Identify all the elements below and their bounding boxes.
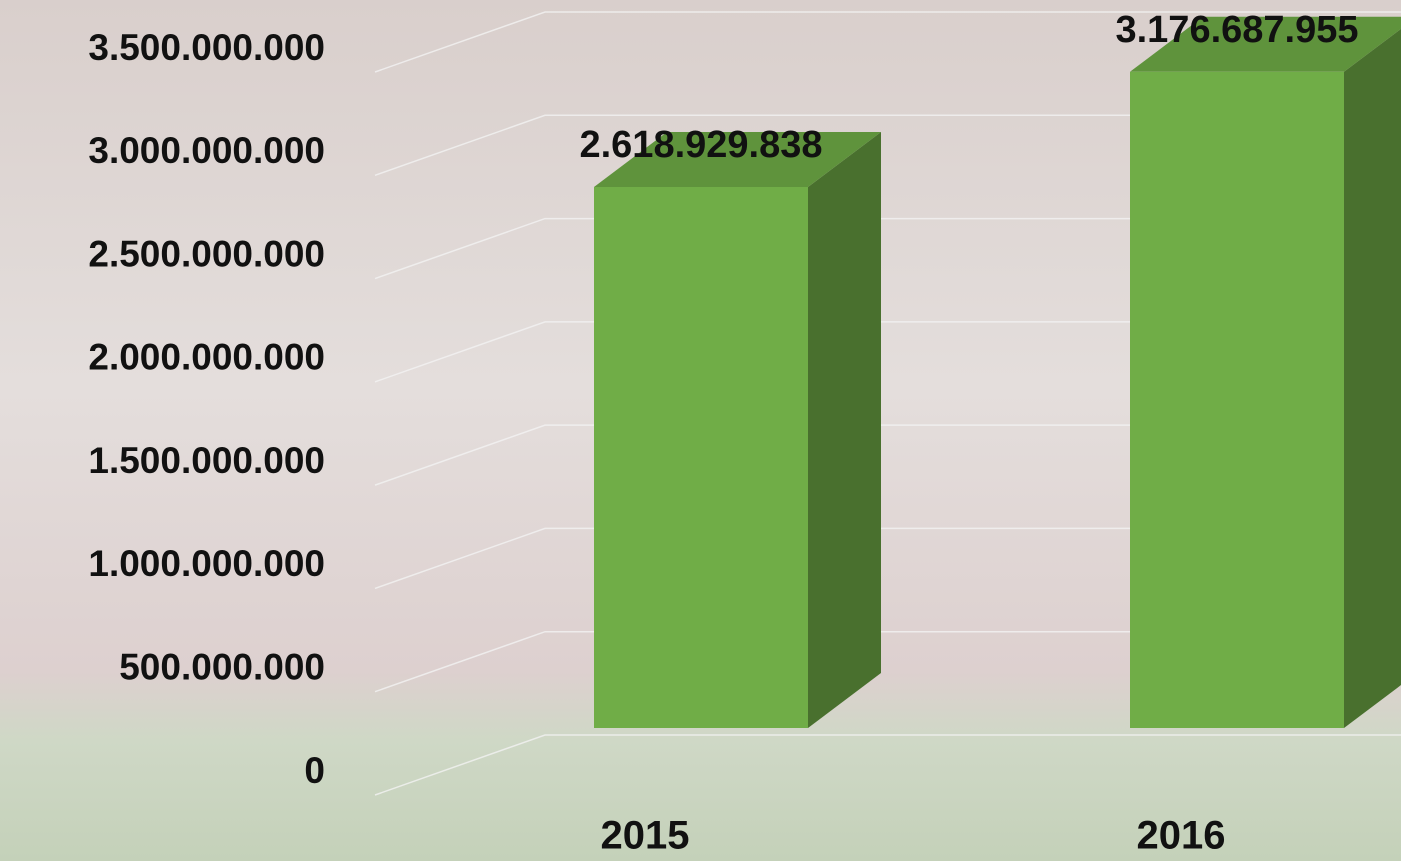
bar: [594, 187, 808, 729]
value-label: 2.618.929.838: [579, 124, 822, 166]
grid-line: [374, 114, 1401, 176]
y-tick-label: 2.500.000.000: [88, 233, 325, 274]
grid-line: [374, 217, 1401, 280]
y-tick-label: 1.000.000.000: [88, 543, 325, 584]
grid-line: [374, 321, 1401, 383]
grid-line: [374, 734, 1401, 796]
x-tick-label: 2016: [1137, 814, 1226, 858]
y-tick-label: 2.000.000.000: [88, 337, 325, 378]
y-tick-label: 3.500.000.000: [88, 27, 325, 68]
value-label: 3.176.687.955: [1115, 9, 1358, 51]
bar: [1130, 71, 1344, 728]
bar-top: [594, 132, 881, 188]
grid-line: [374, 11, 1401, 73]
y-tick-label: 3.000.000.000: [88, 130, 325, 171]
grid-line: [374, 424, 1401, 486]
bar-side: [808, 132, 881, 729]
y-tick-label: 1.500.000.000: [88, 440, 325, 481]
y-tick-label: 500.000.000: [119, 646, 325, 687]
bar-top: [1130, 16, 1401, 72]
bar-side: [1344, 28, 1401, 728]
x-tick-label: 2015: [601, 814, 690, 858]
y-tick-label: 0: [304, 750, 325, 791]
grid-line: [374, 527, 1401, 590]
grid-line: [374, 630, 1401, 693]
